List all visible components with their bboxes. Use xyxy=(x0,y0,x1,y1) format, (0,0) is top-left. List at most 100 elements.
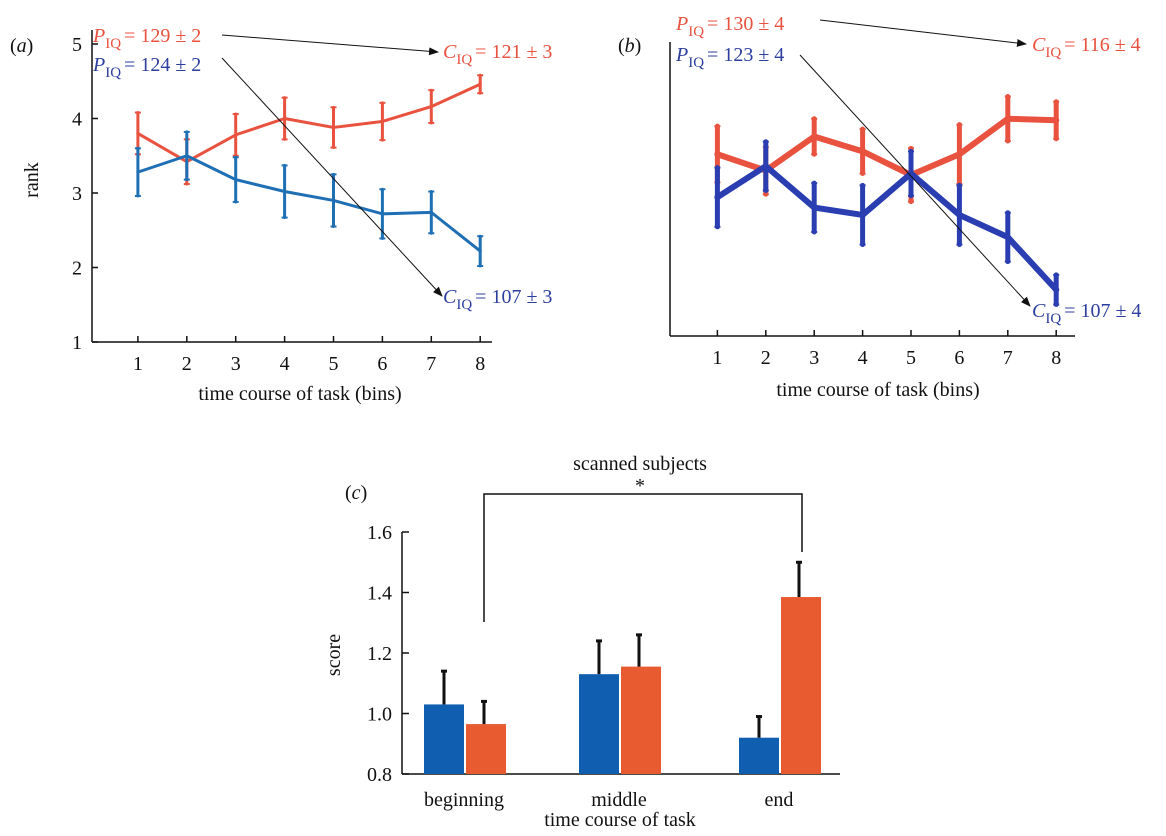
panel-c-x-tick-label: end xyxy=(765,789,794,811)
panel-b-x-tick-label: 3 xyxy=(809,347,819,369)
panel-c-y-tick-label: 1.4 xyxy=(367,583,392,605)
svg-text:PIQ= 129 ± 2: PIQ = 129 ± 2 xyxy=(92,25,201,52)
panel-c-bar xyxy=(621,666,661,774)
panel-a-series-0-point xyxy=(332,125,335,129)
panel-a-y-tick-label: 4 xyxy=(72,109,82,131)
svg-text:PIQ= 130 ± 4: PIQ = 130 ± 4 xyxy=(675,13,784,40)
panel-b-series-1-line xyxy=(714,163,1060,293)
panel-a-x-axis-label: time course of task (bins) xyxy=(198,383,401,405)
panel-b-x-tick-label: 7 xyxy=(1003,347,1013,369)
annotation-subscript: IQ xyxy=(105,65,121,81)
annotation-symbol: P xyxy=(675,13,688,35)
panel-a-x-tick-label: 3 xyxy=(231,353,241,375)
svg-text:CIQ= 116 ± 4: CIQ = 116 ± 4 xyxy=(1032,34,1141,61)
panel-c-x-axis-label: time course of task xyxy=(544,809,696,831)
panel-b-label: (b) xyxy=(618,35,641,57)
panel-a-series-1-point xyxy=(283,190,287,194)
panel-c-y-tick-label: 1.0 xyxy=(367,704,392,726)
panel-a-series-1-point xyxy=(429,210,433,214)
svg-text:CIQ= 107 ± 3: CIQ = 107 ± 3 xyxy=(443,286,552,313)
panel-b-x-tick-label: 4 xyxy=(858,347,868,369)
panel-a-x-tick-label: 1 xyxy=(133,353,143,375)
panel-b-series-1-point xyxy=(956,211,963,218)
panel-b-x-tick-label: 8 xyxy=(1051,347,1061,369)
panel-b-arrow-red xyxy=(819,19,1027,47)
panel-a-y-axis-label: rank xyxy=(21,162,43,198)
panel-c-title: scanned subjects xyxy=(573,453,707,475)
panel-b-series-0-point xyxy=(859,148,866,155)
annotation-subscript: IQ xyxy=(456,52,472,68)
annotation-subscript: IQ xyxy=(1045,45,1061,61)
annotation-subscript: IQ xyxy=(688,55,704,71)
panel-a-arrow-blue xyxy=(221,57,443,297)
annotation-value: = 107 ± 4 xyxy=(1064,300,1141,322)
panel-c-y-axis-label: score xyxy=(323,634,345,676)
panel-a-y-tick-label: 5 xyxy=(72,34,82,56)
annotation-symbol: C xyxy=(443,286,457,308)
annotation-value: = 116 ± 4 xyxy=(1064,34,1141,56)
panel-a-series-1-line xyxy=(136,154,482,253)
panel-b-series-1-point xyxy=(1004,234,1011,241)
panel-b-series-1-point xyxy=(714,194,721,201)
panel-b-series-1-point xyxy=(762,163,769,170)
annotation-subscript: IQ xyxy=(105,36,121,52)
panel-a-series-1-point xyxy=(234,178,238,182)
panel-a-series-0-point xyxy=(380,119,384,123)
svg-text:CIQ= 121 ± 3: CIQ = 121 ± 3 xyxy=(443,41,552,68)
annotation-value: = 121 ± 3 xyxy=(475,41,552,63)
annotation-symbol: P xyxy=(92,25,105,47)
panel-b-series-1-point xyxy=(1053,286,1060,293)
annotation-subscript: IQ xyxy=(688,24,704,40)
panel-a-series-0-line xyxy=(136,82,482,164)
annotation-symbol: C xyxy=(1032,300,1046,322)
panel-a-annotation-p-red: PIQ = 129 ± 2 xyxy=(92,25,201,52)
panel-b-x-axis-label: time course of task (bins) xyxy=(776,379,979,401)
panel-a-series-1-point xyxy=(136,170,140,174)
panel-a-series-1-point xyxy=(380,212,384,216)
panel-c-bar xyxy=(739,737,779,774)
panel-a-line-chart: (a) rank 1 2 3 4 5 1 2 3 4 5 6 7 8 time course of t… xyxy=(10,25,552,405)
panel-a-x-tick-label: 2 xyxy=(182,353,192,375)
panel-c-y-tick-label: 0.8 xyxy=(367,764,392,786)
panel-a-series-1-point xyxy=(478,249,482,253)
panel-a-x-tick-label: 5 xyxy=(329,353,339,375)
panel-c-y-tick-label: 1.6 xyxy=(367,522,392,544)
annotation-value: = 107 ± 3 xyxy=(475,286,552,308)
panel-c-x-tick-label: beginning xyxy=(424,789,504,811)
panel-a-series-0-point xyxy=(136,131,140,135)
panel-a-annotation-c-blue: CIQ = 107 ± 3 xyxy=(443,286,552,313)
svg-text:CIQ= 107 ± 4: CIQ = 107 ± 4 xyxy=(1032,300,1141,327)
panel-b-annotation-p-red: PIQ = 130 ± 4 xyxy=(675,13,784,40)
annotation-value: = 130 ± 4 xyxy=(707,13,784,35)
panel-b-series-0-point xyxy=(1053,117,1060,124)
panel-a-series-1-point xyxy=(332,198,335,202)
panel-a-annotation-p-blue: PIQ = 124 ± 2 xyxy=(92,54,201,81)
panel-b-annotation-c-red: CIQ = 116 ± 4 xyxy=(1032,34,1141,61)
panel-c-significance-bracket xyxy=(483,493,803,622)
panel-a-annotation-c-red: CIQ = 121 ± 3 xyxy=(443,41,552,68)
panel-a-x-tick-label: 6 xyxy=(377,353,387,375)
annotation-symbol: C xyxy=(443,41,457,63)
panel-b-x-tick-label: 6 xyxy=(954,347,964,369)
panel-b-series-0-point xyxy=(956,151,963,158)
panel-a-arrow-red xyxy=(221,34,439,56)
panel-c-y-tick-label: 1.2 xyxy=(367,643,392,665)
annotation-symbol: P xyxy=(92,54,105,76)
panel-a-x-tick-label: 7 xyxy=(426,353,436,375)
panel-a-series-0-point xyxy=(478,82,482,86)
panel-c-x-tick-label: middle xyxy=(591,789,647,811)
panel-b-series-0-point xyxy=(1004,115,1011,122)
panel-b-series-1-point xyxy=(811,204,818,211)
panel-b-x-tick-label: 2 xyxy=(761,347,771,369)
panel-a-series-1-point xyxy=(185,154,189,158)
panel-b-annotation-p-blue: PIQ = 123 ± 4 xyxy=(675,44,784,71)
panel-b-series-0-point xyxy=(811,133,818,140)
panel-a-y-tick-label: 1 xyxy=(72,332,82,354)
panel-b-series-0-point xyxy=(714,151,721,158)
panel-a-series-0-point xyxy=(283,117,287,120)
panel-c-significance-star: * xyxy=(635,475,645,497)
panel-a-series-0-point xyxy=(234,133,238,137)
annotation-subscript: IQ xyxy=(1045,311,1061,327)
panel-b-series-1-point xyxy=(859,211,866,218)
